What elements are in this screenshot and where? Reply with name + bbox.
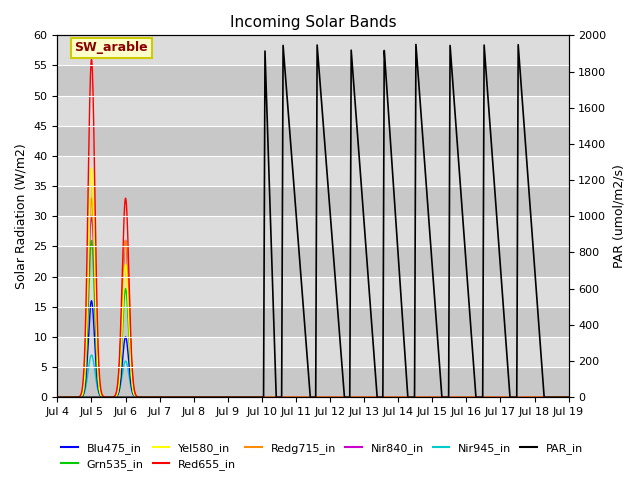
Legend: Blu475_in, Grn535_in, Yel580_in, Red655_in, Redg715_in, Nir840_in, Nir945_in, PA: Blu475_in, Grn535_in, Yel580_in, Red655_…	[57, 438, 588, 474]
Bar	[58, 307, 568, 337]
Text: SW_arable: SW_arable	[74, 41, 148, 54]
Bar	[58, 126, 568, 156]
Bar	[58, 65, 568, 96]
Bar	[58, 367, 568, 397]
Bar	[58, 246, 568, 276]
Y-axis label: Solar Radiation (W/m2): Solar Radiation (W/m2)	[15, 144, 28, 289]
Bar	[58, 186, 568, 216]
Y-axis label: PAR (umol/m2/s): PAR (umol/m2/s)	[612, 164, 625, 268]
Title: Incoming Solar Bands: Incoming Solar Bands	[230, 15, 396, 30]
